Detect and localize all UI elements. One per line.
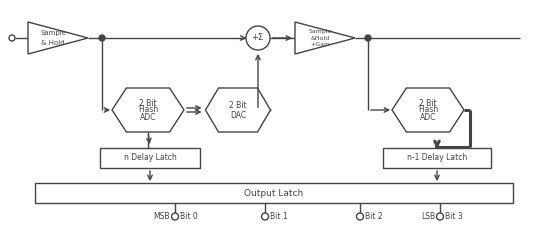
Circle shape bbox=[365, 35, 371, 41]
Text: Output Latch: Output Latch bbox=[244, 188, 304, 198]
Text: &Hold: &Hold bbox=[311, 35, 330, 41]
Text: & Hold: & Hold bbox=[41, 40, 65, 46]
Bar bbox=[383, 148, 491, 168]
Text: Flash: Flash bbox=[418, 106, 438, 114]
Text: LSB: LSB bbox=[421, 212, 435, 221]
Circle shape bbox=[261, 213, 268, 220]
Text: Sample: Sample bbox=[40, 30, 66, 36]
Circle shape bbox=[356, 213, 364, 220]
Bar bbox=[35, 183, 513, 203]
Polygon shape bbox=[28, 22, 88, 54]
Text: ADC: ADC bbox=[420, 113, 436, 121]
Text: ADC: ADC bbox=[140, 113, 156, 121]
Circle shape bbox=[246, 26, 270, 50]
Circle shape bbox=[437, 213, 443, 220]
Circle shape bbox=[99, 35, 105, 41]
Polygon shape bbox=[392, 88, 464, 132]
Text: 2 Bit: 2 Bit bbox=[229, 102, 247, 110]
Text: Sample: Sample bbox=[309, 28, 332, 34]
Text: n Delay Latch: n Delay Latch bbox=[124, 154, 177, 162]
Text: Flash: Flash bbox=[138, 106, 158, 114]
Text: Bit 0: Bit 0 bbox=[180, 212, 198, 221]
Text: 2 Bit: 2 Bit bbox=[139, 99, 157, 107]
Text: Bit 1: Bit 1 bbox=[270, 212, 288, 221]
Bar bbox=[100, 148, 200, 168]
Text: Bit 3: Bit 3 bbox=[445, 212, 463, 221]
Text: DAC: DAC bbox=[230, 110, 246, 120]
Text: Bit 2: Bit 2 bbox=[365, 212, 383, 221]
Text: +Σ: +Σ bbox=[251, 34, 263, 42]
Text: 2 Bit: 2 Bit bbox=[419, 99, 437, 107]
Text: MSB: MSB bbox=[153, 212, 170, 221]
Text: n-1 Delay Latch: n-1 Delay Latch bbox=[407, 154, 467, 162]
Polygon shape bbox=[295, 22, 355, 54]
Polygon shape bbox=[206, 88, 271, 132]
Circle shape bbox=[172, 213, 179, 220]
Circle shape bbox=[9, 35, 15, 41]
Polygon shape bbox=[112, 88, 184, 132]
Text: +Gain: +Gain bbox=[310, 42, 330, 48]
